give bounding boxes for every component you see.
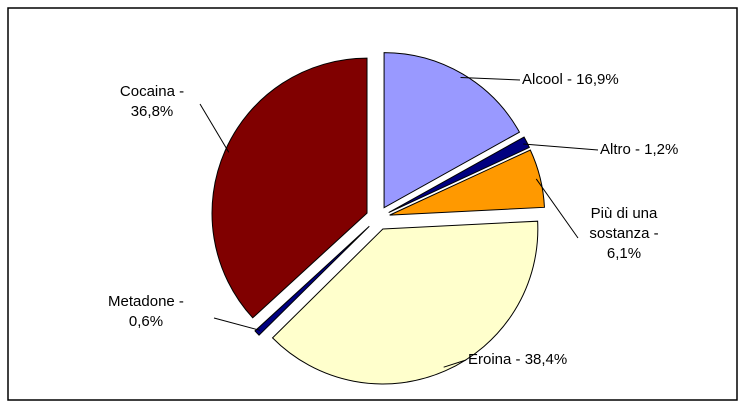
label-line: Più di una xyxy=(591,205,658,222)
data-label: Eroina - 38,4% xyxy=(468,351,567,368)
label-line: Alcool - 16,9% xyxy=(522,71,619,88)
data-label: Metadone - 0,6% xyxy=(108,293,184,330)
leader-line xyxy=(443,359,467,368)
data-label: Alcool - 16,9% xyxy=(522,71,619,88)
label-line: Cocaina - xyxy=(120,83,184,100)
pie-slice xyxy=(389,149,545,216)
pie-slice xyxy=(388,136,531,214)
pie-slice xyxy=(271,220,539,385)
label-line: 0,6% xyxy=(129,313,163,330)
pie-slice xyxy=(383,52,521,209)
label-line: 6,1% xyxy=(607,245,641,262)
leader-line xyxy=(460,76,521,81)
pie-slice xyxy=(254,225,370,336)
label-line: sostanza - xyxy=(589,225,658,242)
data-label: Altro - 1,2% xyxy=(600,141,678,158)
leader-line xyxy=(535,178,579,239)
data-label: Cocaina - 36,8% xyxy=(120,83,184,120)
data-label: Più di una sostanza - 6,1% xyxy=(589,205,658,262)
leader-line xyxy=(213,317,261,331)
pie-slice xyxy=(211,57,368,319)
label-line: 36,8% xyxy=(131,103,174,120)
leader-line xyxy=(523,143,599,151)
label-line: Altro - 1,2% xyxy=(600,141,678,158)
label-line: Eroina - 38,4% xyxy=(468,351,567,368)
leader-line xyxy=(199,103,230,153)
label-line: Metadone - xyxy=(108,293,184,310)
